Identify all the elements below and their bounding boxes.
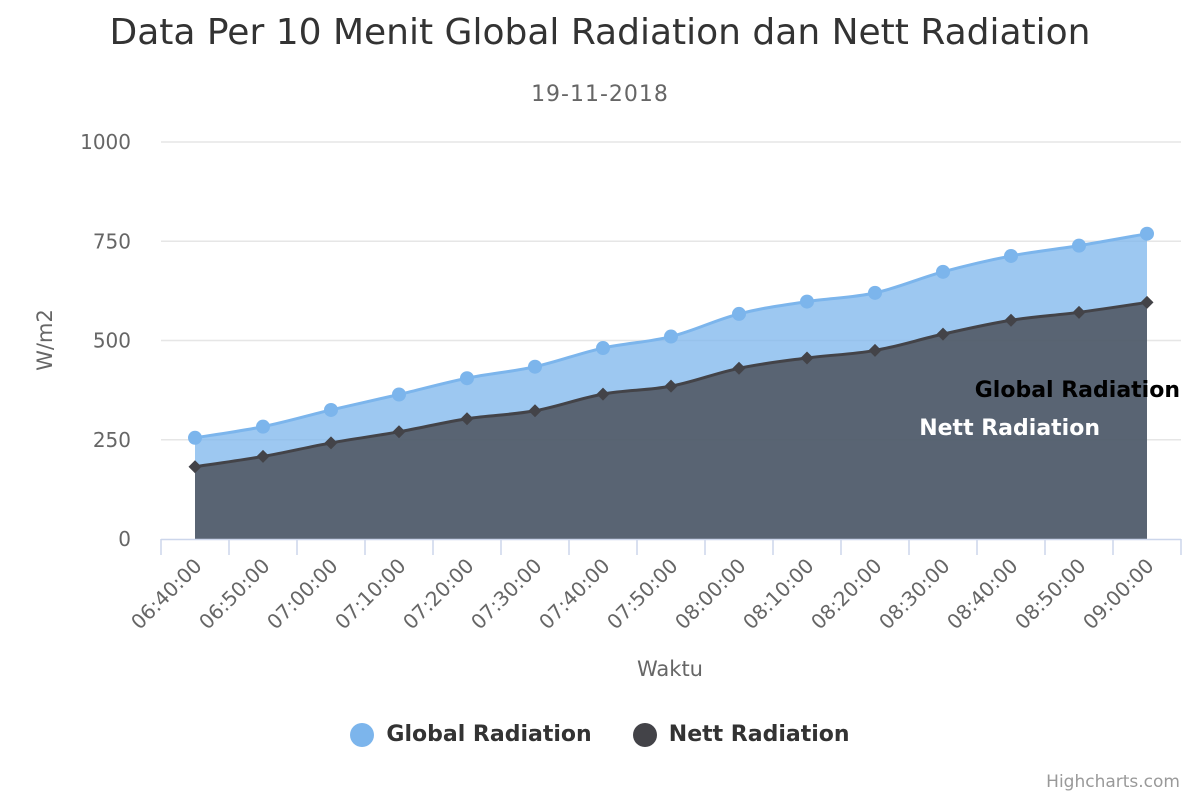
data-point-global (800, 294, 814, 309)
credits-link[interactable]: Highcharts.com (1046, 772, 1180, 792)
legend-item-global-radiation[interactable]: Global Radiation (350, 722, 592, 747)
x-tick-label: 08:10:00 (738, 554, 818, 634)
x-tick-label: 09:00:00 (1078, 554, 1158, 634)
legend-label-global: Global Radiation (386, 722, 592, 747)
x-tick-label: 07:30:00 (466, 554, 546, 634)
x-tick-label: 08:30:00 (874, 554, 954, 634)
x-tick-label: 08:00:00 (670, 554, 750, 634)
data-point-nett (732, 361, 746, 375)
data-point-nett (392, 425, 406, 439)
series-label-nett: Nett Radiation (919, 416, 1100, 441)
data-point-nett (460, 412, 474, 426)
legend-label-nett: Nett Radiation (668, 722, 850, 747)
data-point-nett (1072, 305, 1086, 319)
data-point-nett (256, 449, 270, 463)
x-tick-label: 08:20:00 (806, 554, 886, 634)
legend-symbol-global (350, 722, 375, 747)
legend-symbol-nett (632, 722, 657, 747)
x-tick-label: 07:40:00 (534, 554, 614, 634)
data-point-global (1004, 248, 1018, 263)
x-tick-label: 06:50:00 (194, 554, 274, 634)
data-point-global (528, 359, 542, 374)
data-point-global (664, 329, 678, 344)
chart-subtitle: 19-11-2018 (531, 82, 669, 107)
data-point-nett (1140, 295, 1154, 309)
data-point-nett (1004, 313, 1018, 327)
data-point-global (1140, 226, 1154, 241)
series-label-global: Global Radiation (975, 378, 1180, 403)
data-point-global (936, 264, 950, 279)
data-point-global (324, 402, 338, 417)
data-point-global (1072, 238, 1086, 253)
y-tick-label: 1000 (80, 130, 131, 154)
y-tick-label: 500 (93, 329, 131, 353)
data-point-global (732, 306, 746, 321)
chart-legend: Global Radiation Nett Radiation (0, 722, 1200, 751)
data-point-global (256, 419, 270, 434)
y-tick-label: 0 (118, 527, 131, 551)
data-point-global (596, 341, 610, 356)
data-point-global (460, 371, 474, 386)
data-point-global (188, 430, 202, 445)
series-area-1 (195, 302, 1147, 539)
x-tick-label: 07:00:00 (262, 554, 342, 634)
y-axis-title: W/m2 (33, 309, 57, 371)
x-tick-label: 07:20:00 (398, 554, 478, 634)
data-point-nett (528, 404, 542, 418)
x-tick-label: 08:40:00 (942, 554, 1022, 634)
data-point-nett (936, 327, 950, 341)
data-point-global (392, 387, 406, 402)
data-point-nett (324, 436, 338, 450)
chart-title: Data Per 10 Menit Global Radiation dan N… (109, 12, 1091, 53)
data-point-nett (188, 460, 202, 474)
x-axis-title: Waktu (637, 657, 703, 681)
data-point-nett (596, 387, 610, 401)
y-tick-label: 750 (93, 229, 131, 253)
data-point-nett (868, 343, 882, 357)
data-point-global (868, 285, 882, 300)
data-point-nett (664, 379, 678, 393)
y-tick-label: 250 (93, 428, 131, 452)
legend-item-nett-radiation[interactable]: Nett Radiation (632, 722, 850, 747)
x-tick-label: 07:10:00 (330, 554, 410, 634)
data-point-nett (800, 351, 814, 365)
x-tick-label: 07:50:00 (602, 554, 682, 634)
x-tick-label: 08:50:00 (1010, 554, 1090, 634)
x-tick-label: 06:40:00 (126, 554, 206, 634)
